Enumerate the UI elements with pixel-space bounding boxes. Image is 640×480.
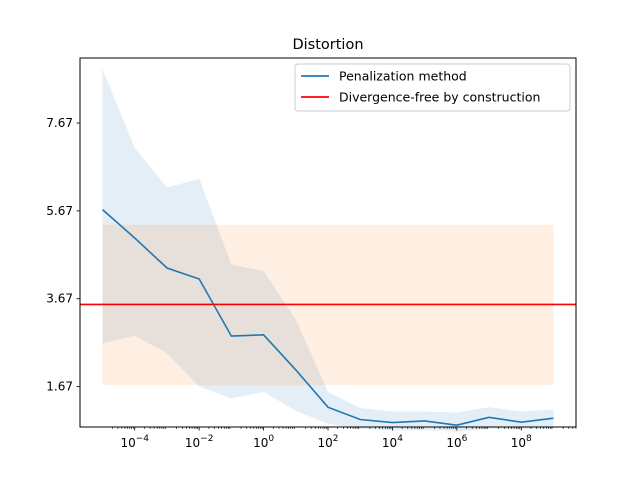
x-tick-label: 102 [317,434,338,450]
line-series-0 [101,209,554,427]
series-lines [80,209,576,427]
band-series-0 [102,69,554,432]
legend-entry-label: Penalization method [339,69,467,84]
legend-entry-label: Divergence-free by construction [339,90,540,105]
x-tick-label: 106 [446,434,467,450]
y-tick-label: 1.67 [46,380,73,394]
x-tick-label: 104 [382,434,403,450]
x-tick-label: 100 [253,434,274,450]
chart-title: Distortion [292,37,363,53]
x-axis-ticks: 10−4 10−2 100 102 104 106 108 [111,427,577,450]
y-tick-label: 7.67 [46,116,73,130]
y-tick-label: 5.67 [46,204,73,218]
x-tick-label: 108 [511,434,532,450]
x-tick-label: 10−2 [185,434,214,450]
x-tick-label: 10−4 [120,434,149,450]
y-tick-label: 3.67 [46,292,73,306]
y-axis-ticks: 1.67 3.67 5.67 7.67 [46,116,80,394]
legend: Penalization method Divergence-free by co… [294,63,571,112]
legend-box [294,63,571,112]
